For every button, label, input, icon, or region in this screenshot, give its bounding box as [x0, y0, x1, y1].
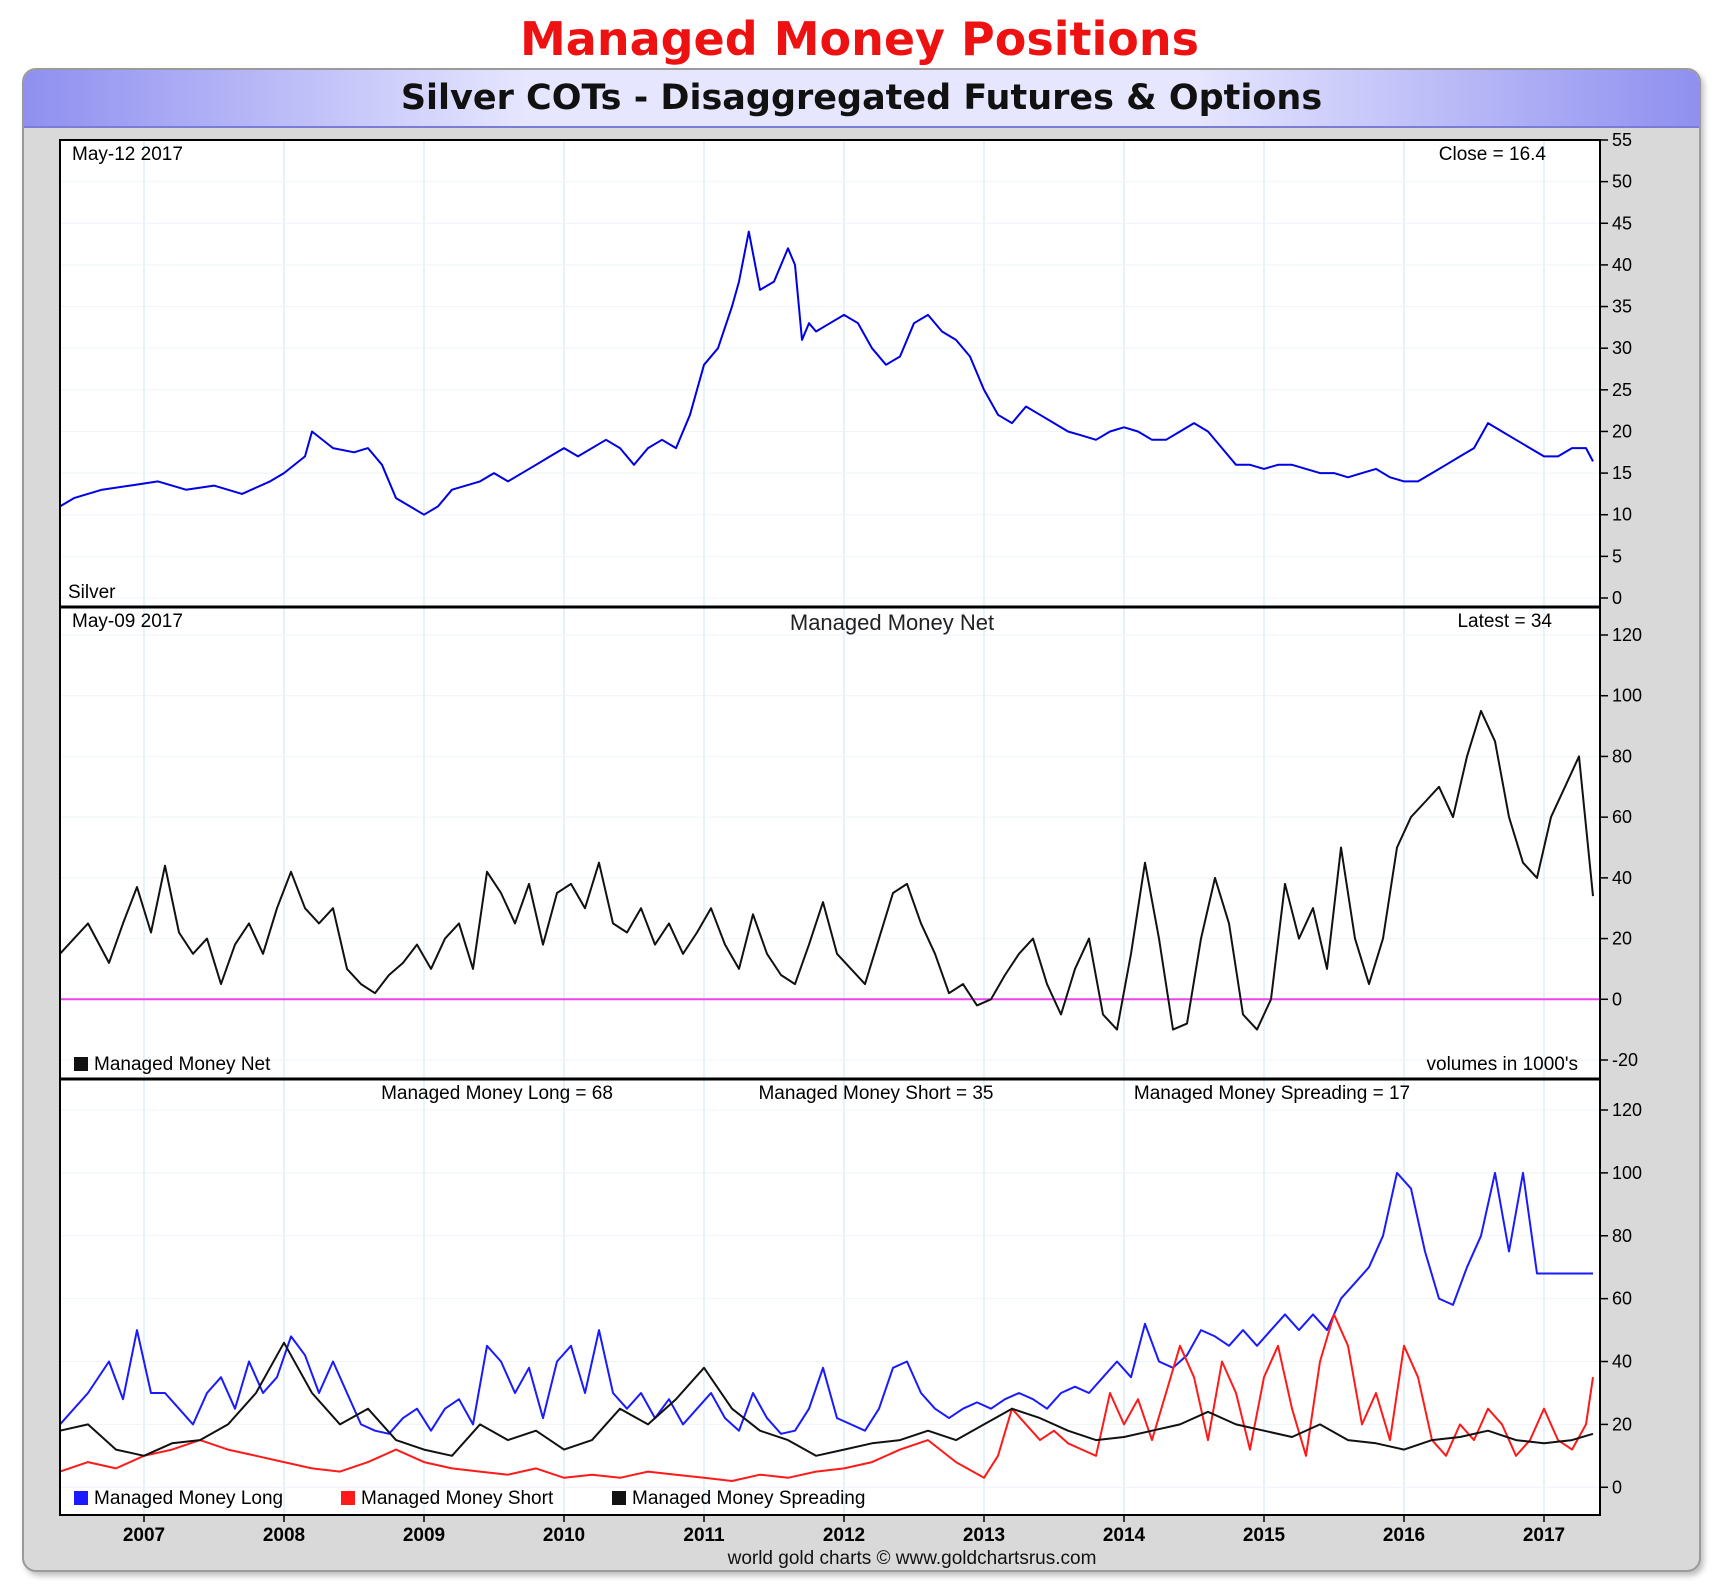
x-tick-label: 2013: [963, 1525, 1005, 1546]
volumes-note: volumes in 1000's: [1427, 1054, 1579, 1075]
managed-money-spreading-line: [59, 1341, 1594, 1457]
y-tick-label: 20: [1612, 421, 1632, 441]
y-tick-label: 20: [1612, 929, 1632, 949]
y-tick-label: 10: [1612, 505, 1632, 525]
net-latest-label: Latest = 34: [1457, 611, 1552, 632]
y-tick-label: 5: [1612, 546, 1622, 566]
managed-money-net-line: [59, 709, 1594, 1031]
y-tick-label: 20: [1612, 1414, 1632, 1434]
lines-layer: [59, 230, 1600, 1482]
y-tick-label: 35: [1612, 297, 1632, 317]
axis-layer: 0 5 10 15 20 25 30 35 40 45 50 55 -20 0 20 40 60 80 100 120…: [123, 130, 1642, 1546]
y-tick-label: 55: [1612, 130, 1632, 150]
y-tick-label: 80: [1612, 1226, 1632, 1246]
x-tick-label: 2011: [683, 1525, 725, 1546]
x-tick-label: 2017: [1523, 1525, 1565, 1546]
price-panel: [60, 140, 1600, 607]
positions-panel: [60, 1079, 1600, 1515]
y-tick-label: 40: [1612, 255, 1632, 275]
footer-credit: world gold charts © www.goldchartsrus.co…: [727, 1548, 1097, 1569]
spreading-legend-label: Managed Money Spreading: [632, 1488, 865, 1509]
chart-subtitle: Silver COTs - Disaggregated Futures & Op…: [24, 70, 1699, 128]
net-panel: [60, 607, 1600, 1079]
y-tick-label: 120: [1612, 625, 1642, 645]
managed-money-short-line: [59, 1313, 1594, 1482]
y-tick-label: 0: [1612, 588, 1622, 608]
x-tick-label: 2015: [1243, 1525, 1286, 1546]
y-tick-label: 15: [1612, 463, 1632, 483]
y-tick-label: 40: [1612, 868, 1632, 888]
silver-price-line: [59, 230, 1594, 516]
y-tick-label: 80: [1612, 746, 1632, 766]
y-tick-label: 40: [1612, 1352, 1632, 1372]
price-date-label: May-12 2017: [72, 144, 183, 165]
y-tick-label: 100: [1612, 686, 1642, 706]
x-tick-label: 2009: [403, 1525, 445, 1546]
managed-money-long-line: [59, 1171, 1593, 1435]
y-tick-label: 0: [1612, 989, 1622, 1009]
y-tick-label: 100: [1612, 1163, 1642, 1183]
y-tick-label: 25: [1612, 380, 1632, 400]
long-legend-label: Managed Money Long: [94, 1488, 283, 1509]
net-legend-swatch: [74, 1057, 88, 1071]
y-tick-label: 50: [1612, 172, 1632, 192]
net-legend-label: Managed Money Net: [94, 1054, 271, 1075]
spreading-legend-swatch: [612, 1491, 626, 1505]
y-tick-label: 60: [1612, 1289, 1632, 1309]
grid-layer: [60, 139, 1600, 1515]
price-close-label: Close = 16.4: [1439, 144, 1547, 165]
net-date-label: May-09 2017: [72, 611, 183, 632]
x-tick-label: 2014: [1103, 1525, 1146, 1546]
price-series-label: Silver: [68, 582, 116, 603]
spreading-header: Managed Money Spreading = 17: [1134, 1083, 1410, 1104]
x-tick-label: 2007: [123, 1525, 165, 1546]
y-tick-label: 0: [1612, 1477, 1622, 1497]
y-tick-label: -20: [1612, 1050, 1638, 1070]
y-tick-label: 120: [1612, 1100, 1642, 1120]
x-tick-label: 2016: [1383, 1525, 1425, 1546]
page-title: Managed Money Positions: [520, 12, 1199, 66]
short-header: Managed Money Short = 35: [758, 1083, 993, 1104]
x-tick-label: 2008: [263, 1525, 305, 1546]
net-title: Managed Money Net: [790, 610, 994, 635]
y-tick-label: 60: [1612, 807, 1632, 827]
long-header: Managed Money Long = 68: [381, 1083, 613, 1104]
long-legend-swatch: [74, 1491, 88, 1505]
x-tick-label: 2010: [543, 1525, 585, 1546]
y-tick-label: 45: [1612, 213, 1632, 233]
short-legend-label: Managed Money Short: [361, 1488, 554, 1509]
y-tick-label: 30: [1612, 338, 1632, 358]
x-tick-label: 2012: [823, 1525, 865, 1546]
short-legend-swatch: [341, 1491, 355, 1505]
